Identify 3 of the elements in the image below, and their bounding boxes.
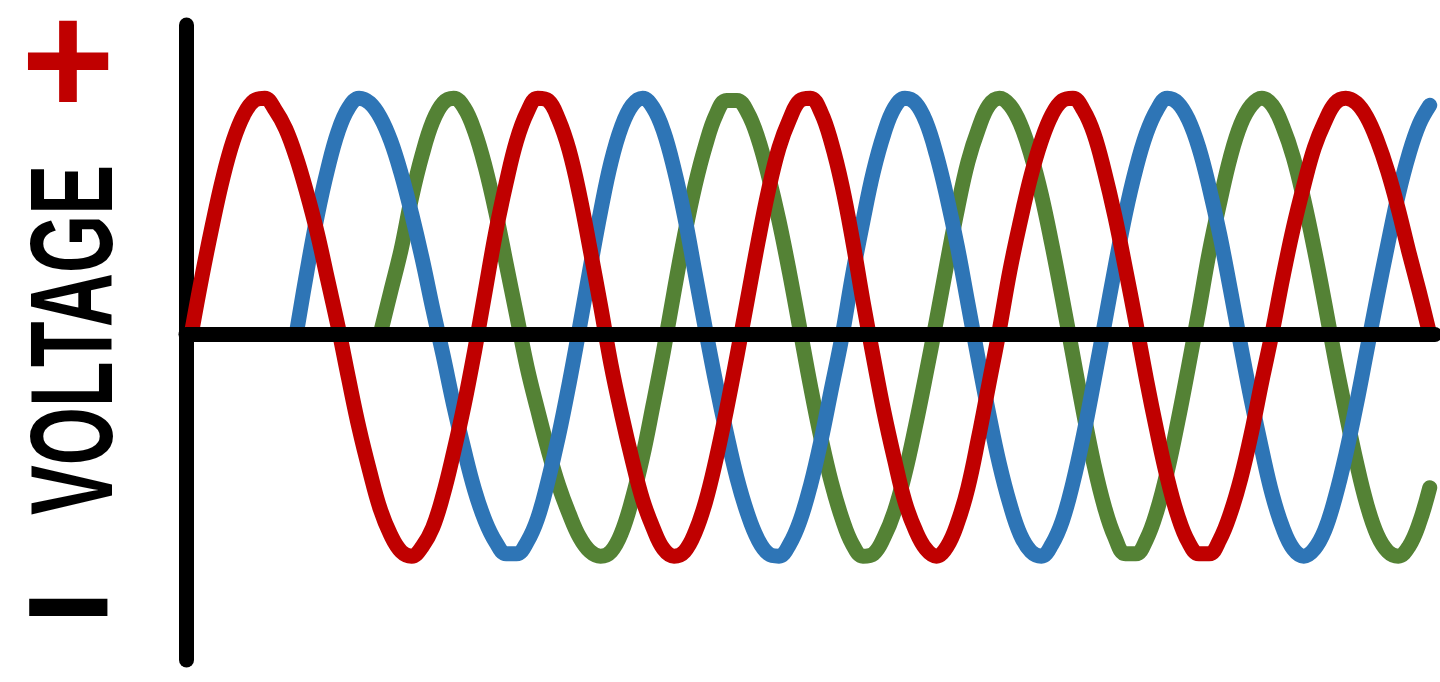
text: − — [22, 518, 114, 682]
y-axis-title: VOLTAGE — [6, 164, 138, 516]
text: + — [21, 0, 115, 149]
